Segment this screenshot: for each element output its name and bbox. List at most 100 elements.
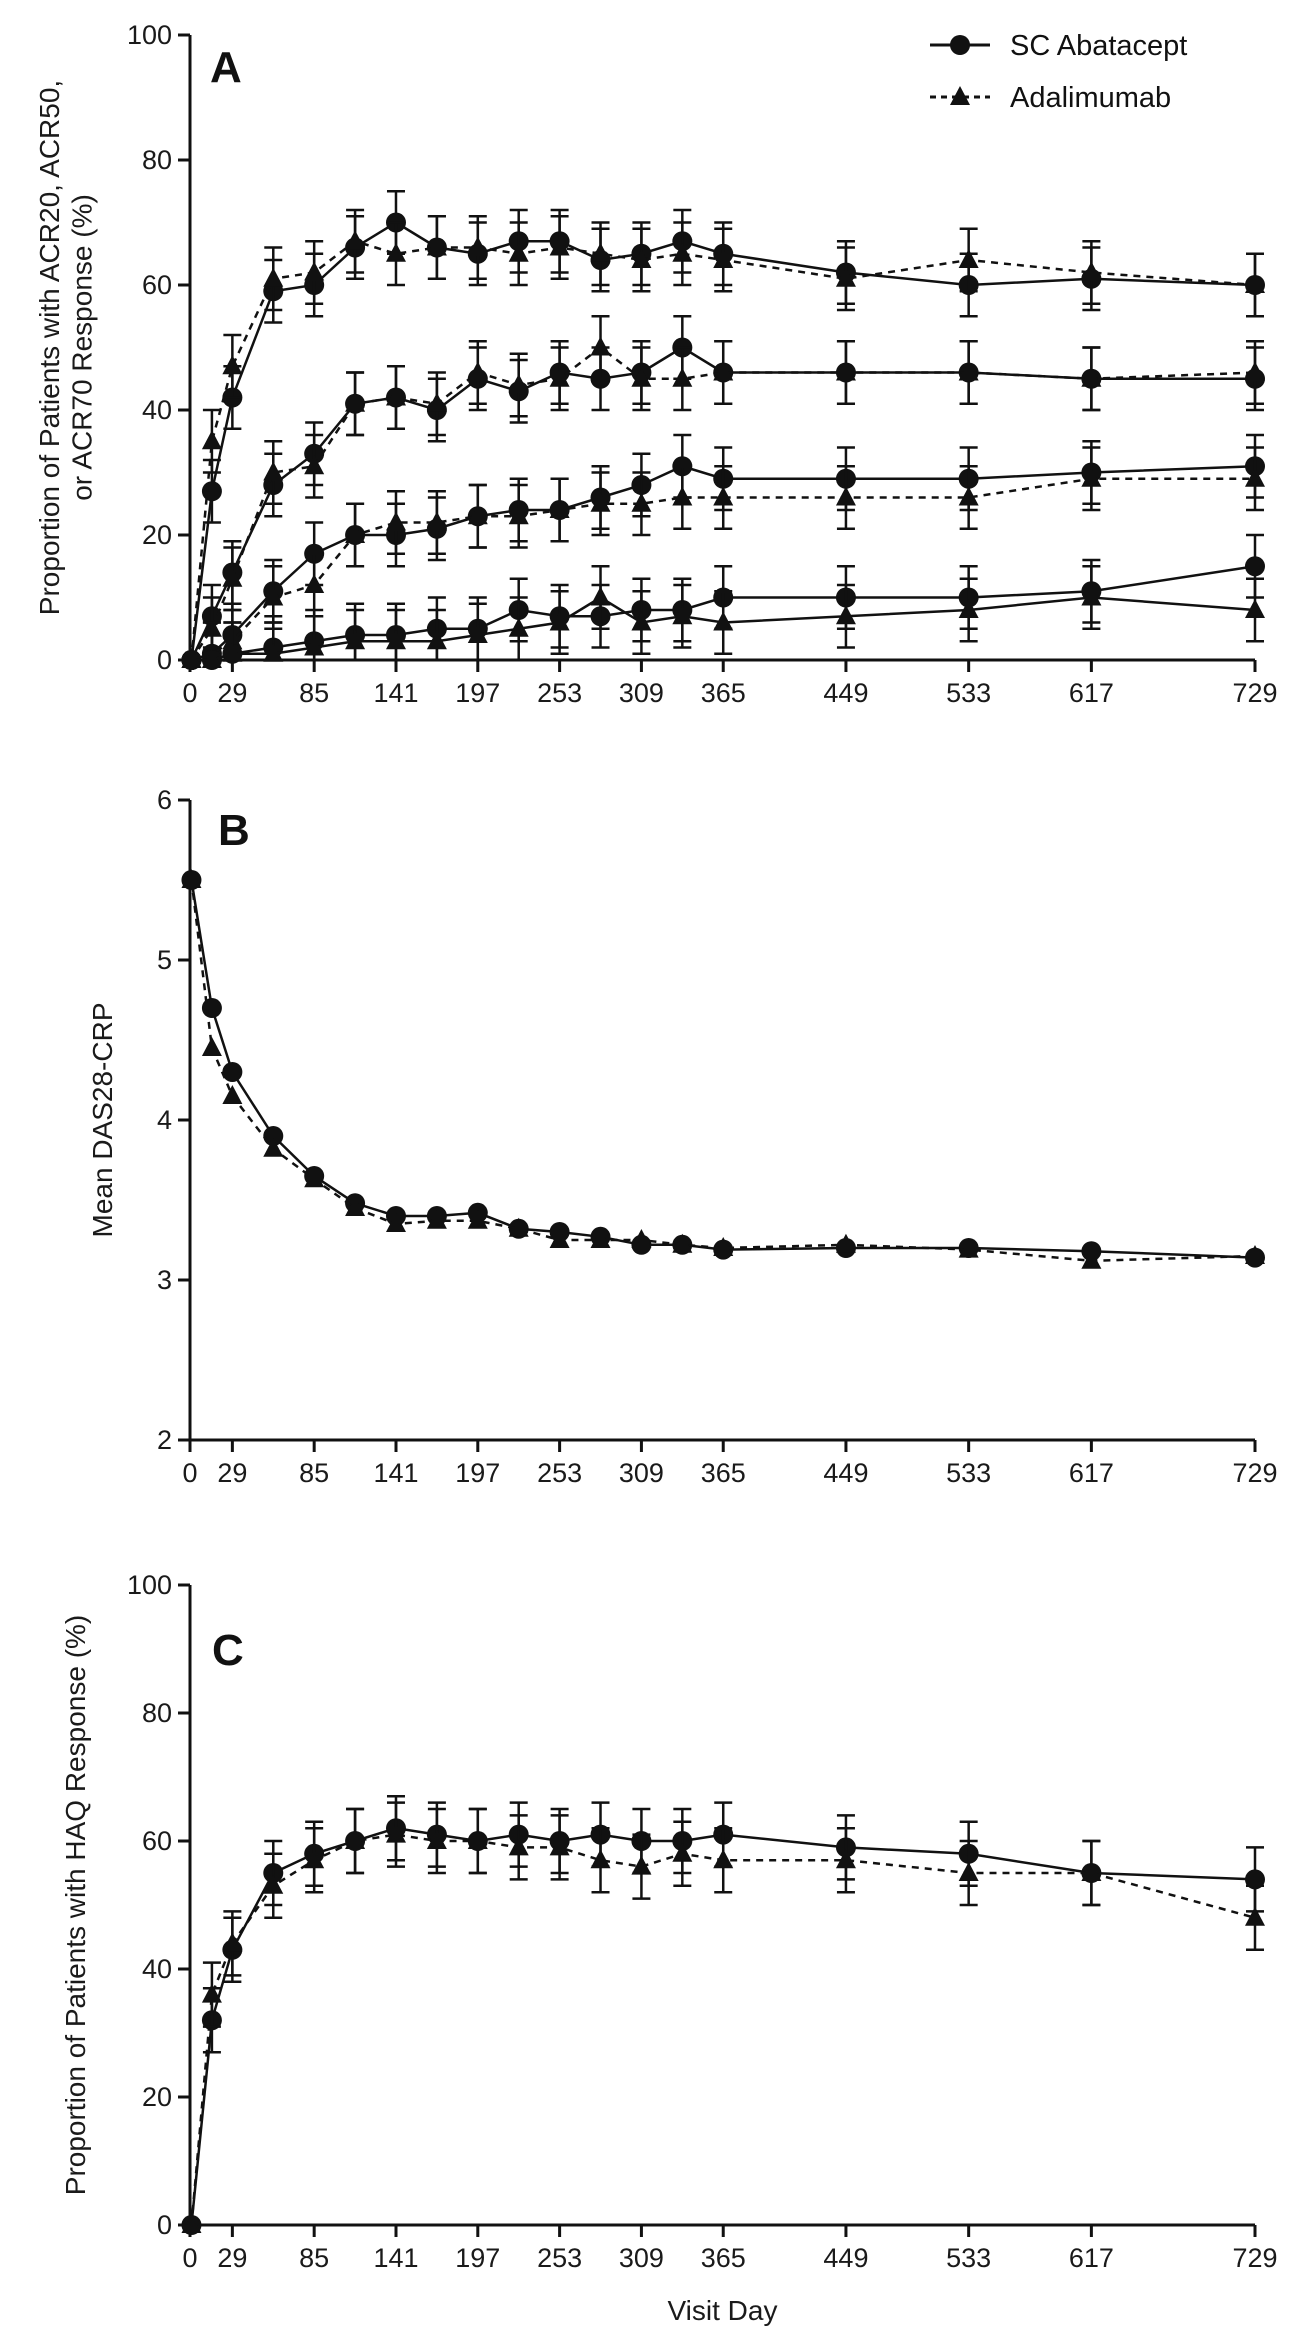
data-point <box>467 1209 488 1229</box>
x-tick-label: 533 <box>946 1458 991 1488</box>
data-point <box>222 1062 243 1082</box>
data-point <box>385 242 406 262</box>
series-adalimumab <box>181 869 1265 1269</box>
data-point <box>345 630 366 650</box>
x-tick-label: 309 <box>619 2243 664 2273</box>
data-point <box>835 1233 856 1253</box>
data-point <box>631 492 652 512</box>
legend: SC Abatacept Adalimumab <box>930 30 1187 114</box>
y-tick-label: 100 <box>127 20 172 50</box>
data-point <box>508 1836 529 1856</box>
data-point <box>672 1233 693 1253</box>
data-point <box>304 455 325 475</box>
data-point <box>304 636 325 656</box>
data-point <box>1081 467 1102 487</box>
data-point <box>1081 367 1102 387</box>
data-point <box>1081 1249 1102 1269</box>
panel-label: A <box>210 43 242 92</box>
data-point <box>508 1217 529 1237</box>
data-point <box>426 630 447 650</box>
x-tick-label: 0 <box>182 1458 197 1488</box>
data-point <box>201 649 222 668</box>
data-point <box>304 574 325 593</box>
data-point <box>426 236 447 256</box>
x-tick-label: 449 <box>823 678 868 708</box>
data-point <box>222 642 243 662</box>
data-point <box>385 630 406 650</box>
data-point <box>345 230 366 250</box>
panel-label: C <box>212 1626 244 1675</box>
data-point <box>1245 599 1265 618</box>
data-point <box>467 624 488 643</box>
data-point <box>835 267 856 287</box>
data-point <box>345 524 366 543</box>
x-tick-label: 533 <box>946 2243 991 2273</box>
data-point <box>426 1830 447 1849</box>
data-point <box>549 1836 570 1856</box>
y-axis-label: Mean DAS28-CRP <box>87 1003 118 1238</box>
x-tick-label: 85 <box>299 1458 329 1488</box>
data-point <box>713 1237 734 1256</box>
data-point <box>467 236 488 256</box>
data-point <box>713 486 734 506</box>
data-point <box>304 261 325 281</box>
x-tick-label: 309 <box>619 678 664 708</box>
y-tick-label: 4 <box>157 1105 172 1135</box>
data-point <box>385 1823 406 1843</box>
series-lower-group-adalimumab <box>181 565 1265 668</box>
data-point <box>631 249 652 268</box>
data-point <box>590 492 611 512</box>
data-point <box>304 1849 325 1869</box>
x-tick-label: 729 <box>1232 2243 1277 2273</box>
y-tick-label: 2 <box>157 1425 172 1455</box>
data-point <box>549 236 570 256</box>
data-point <box>835 1849 856 1869</box>
data-point <box>263 1137 284 1157</box>
y-tick-label: 5 <box>157 945 172 975</box>
panel-b-chart: 2 3 4 5 6 0 29 85 141 197 253 309 365 449 533 617 729 B Me… <box>87 785 1278 1488</box>
data-point <box>201 1983 222 2003</box>
data-point <box>263 586 284 606</box>
x-tick-label: 29 <box>217 1458 247 1488</box>
x-tick-label: 85 <box>299 678 329 708</box>
data-point <box>1081 1862 1102 1881</box>
x-tick-label: 253 <box>537 678 582 708</box>
x-tick-label: 729 <box>1232 1458 1277 1488</box>
data-point <box>549 499 570 518</box>
x-tick-label: 617 <box>1069 2243 1114 2273</box>
x-tick-label: 197 <box>455 2243 500 2273</box>
data-point <box>713 361 734 381</box>
y-tick-label: 20 <box>142 520 172 550</box>
data-point <box>1245 1869 1265 1890</box>
data-point <box>713 611 734 631</box>
y-tick-label: 100 <box>127 1570 172 1600</box>
data-point <box>713 249 734 268</box>
data-point <box>590 242 611 262</box>
x-axis-label: Visit Day <box>668 2295 778 2326</box>
x-tick-label: 449 <box>823 1458 868 1488</box>
data-point <box>631 611 652 631</box>
data-point <box>467 361 488 381</box>
x-tick-label: 29 <box>217 678 247 708</box>
data-point <box>222 355 243 375</box>
data-point <box>672 486 693 506</box>
x-tick-label: 309 <box>619 1458 664 1488</box>
data-point <box>958 1862 979 1881</box>
data-point <box>263 642 284 662</box>
x-tick-label: 0 <box>182 2243 197 2273</box>
data-point <box>672 605 693 625</box>
data-point <box>549 367 570 387</box>
data-point <box>590 586 611 606</box>
data-point <box>222 1932 243 1952</box>
data-point <box>426 392 447 412</box>
y-tick-label: 40 <box>142 1954 172 1984</box>
data-point <box>385 511 406 531</box>
data-point <box>345 1197 366 1216</box>
x-tick-label: 29 <box>217 2243 247 2273</box>
data-point <box>672 1842 693 1862</box>
x-tick-label: 365 <box>701 1458 746 1488</box>
data-point <box>713 1849 734 1869</box>
data-point <box>835 605 856 625</box>
legend-label-adalimumab: Adalimumab <box>1010 82 1171 114</box>
data-point <box>222 1085 243 1104</box>
